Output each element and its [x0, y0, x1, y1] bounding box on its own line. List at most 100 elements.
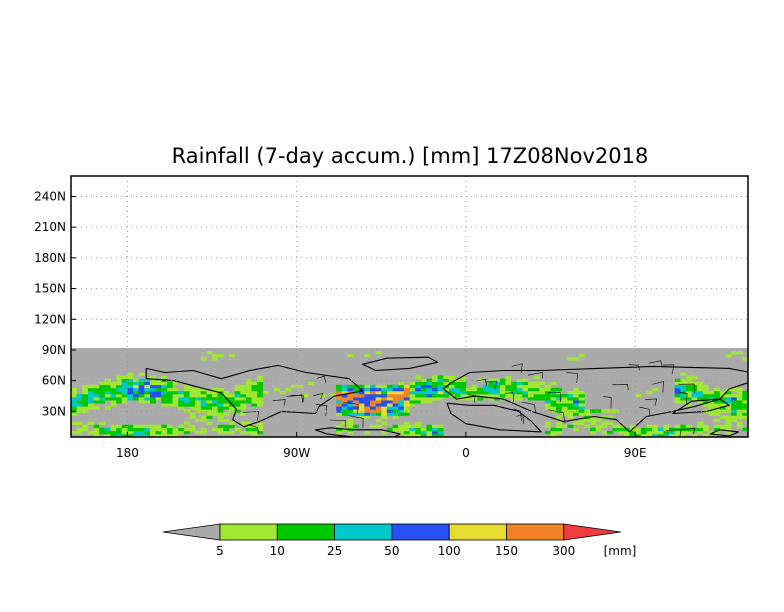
rain-cell	[93, 387, 100, 392]
rain-cell	[725, 394, 732, 398]
rain-cell	[183, 400, 190, 404]
rain-cell	[183, 387, 190, 392]
rain-cell	[420, 390, 427, 395]
rain-cell	[99, 427, 106, 432]
rain-cell	[116, 430, 123, 435]
rain-cell	[432, 433, 439, 437]
rain-cell	[663, 427, 670, 432]
rain-cell	[76, 427, 83, 432]
rain-cell	[223, 430, 230, 435]
rain-cell	[697, 394, 704, 398]
rain-cell	[409, 390, 416, 395]
rain-cell	[358, 412, 365, 416]
rain-cell	[206, 406, 213, 410]
rain-cell	[381, 421, 388, 426]
rain-cell	[488, 381, 495, 386]
rain-cell	[381, 415, 388, 419]
rain-cell	[178, 430, 185, 435]
rain-cell	[595, 418, 602, 422]
rain-cell	[206, 409, 213, 413]
rain-cell	[409, 433, 416, 437]
rain-cell	[104, 394, 111, 398]
rain-cell	[460, 378, 467, 383]
rain-cell	[482, 387, 489, 392]
rain-cell	[353, 387, 360, 392]
rain-cell	[166, 427, 173, 432]
rain-cell	[228, 397, 235, 401]
rain-cell	[578, 397, 585, 401]
rain-cell	[364, 384, 371, 389]
rain-cell	[223, 418, 230, 422]
rain-cell	[398, 384, 405, 389]
rain-cell	[499, 384, 506, 389]
political-border	[612, 384, 629, 391]
rain-cell	[358, 394, 365, 398]
rain-cell	[527, 397, 534, 401]
rain-cell	[245, 384, 252, 389]
lon-tick-label: 90W	[283, 446, 310, 460]
rain-cell	[110, 394, 117, 398]
rain-cell	[702, 390, 709, 395]
rain-cell	[386, 397, 393, 401]
rain-cell	[381, 387, 388, 392]
rain-cell	[550, 397, 557, 401]
rain-cell	[556, 421, 563, 426]
rain-cell	[646, 433, 653, 437]
rain-cell	[669, 433, 675, 437]
rain-cell	[257, 384, 264, 389]
rain-cell	[116, 390, 123, 395]
rain-cell	[415, 427, 422, 432]
rain-cell	[685, 424, 692, 429]
rain-cell	[561, 403, 568, 407]
rain-cell	[398, 400, 405, 404]
rain-cell	[364, 354, 371, 358]
rain-cell	[234, 387, 241, 392]
rain-cell	[370, 409, 376, 413]
rain-cell	[223, 427, 230, 432]
rain-cell	[573, 397, 580, 401]
rain-cell	[595, 409, 602, 413]
rain-cell	[606, 421, 613, 426]
rain-cell	[99, 387, 106, 392]
rain-cell	[691, 394, 698, 398]
rain-cell	[426, 433, 433, 437]
rain-cell	[99, 430, 106, 435]
rain-cell	[149, 384, 156, 389]
rain-cell	[550, 406, 557, 410]
rain-cell	[731, 387, 738, 392]
rain-cell	[573, 390, 580, 395]
rain-cell	[584, 424, 591, 429]
rain-cell	[522, 387, 529, 392]
rain-cell	[533, 375, 540, 379]
rain-cell	[432, 381, 439, 386]
rain-cell	[482, 394, 489, 398]
rain-cell	[426, 394, 433, 398]
rain-cell	[353, 403, 360, 407]
rain-cell	[471, 390, 478, 395]
rain-cell	[702, 403, 709, 407]
rain-cell	[138, 372, 145, 376]
rain-cell	[121, 397, 128, 401]
rain-cell	[618, 424, 625, 429]
rain-cell	[166, 397, 173, 401]
political-border	[504, 392, 514, 402]
rain-cell	[488, 384, 495, 389]
rain-cell	[223, 390, 230, 395]
rain-cell	[257, 375, 264, 379]
rain-cell	[347, 409, 354, 413]
rain-cell	[505, 384, 512, 389]
rain-cell	[386, 387, 393, 392]
rain-cell	[527, 387, 534, 392]
lon-tick-label: 90E	[624, 446, 647, 460]
rain-cell	[691, 433, 698, 437]
rain-cell	[116, 394, 123, 398]
rain-cell	[477, 390, 484, 395]
rain-cell	[87, 390, 94, 395]
rain-cell	[398, 381, 405, 386]
rain-cell	[719, 397, 726, 401]
rain-cell	[499, 381, 506, 386]
rain-cell	[358, 415, 365, 419]
rain-cell	[533, 381, 540, 386]
rain-cell	[432, 427, 439, 432]
rain-cell	[217, 354, 224, 358]
